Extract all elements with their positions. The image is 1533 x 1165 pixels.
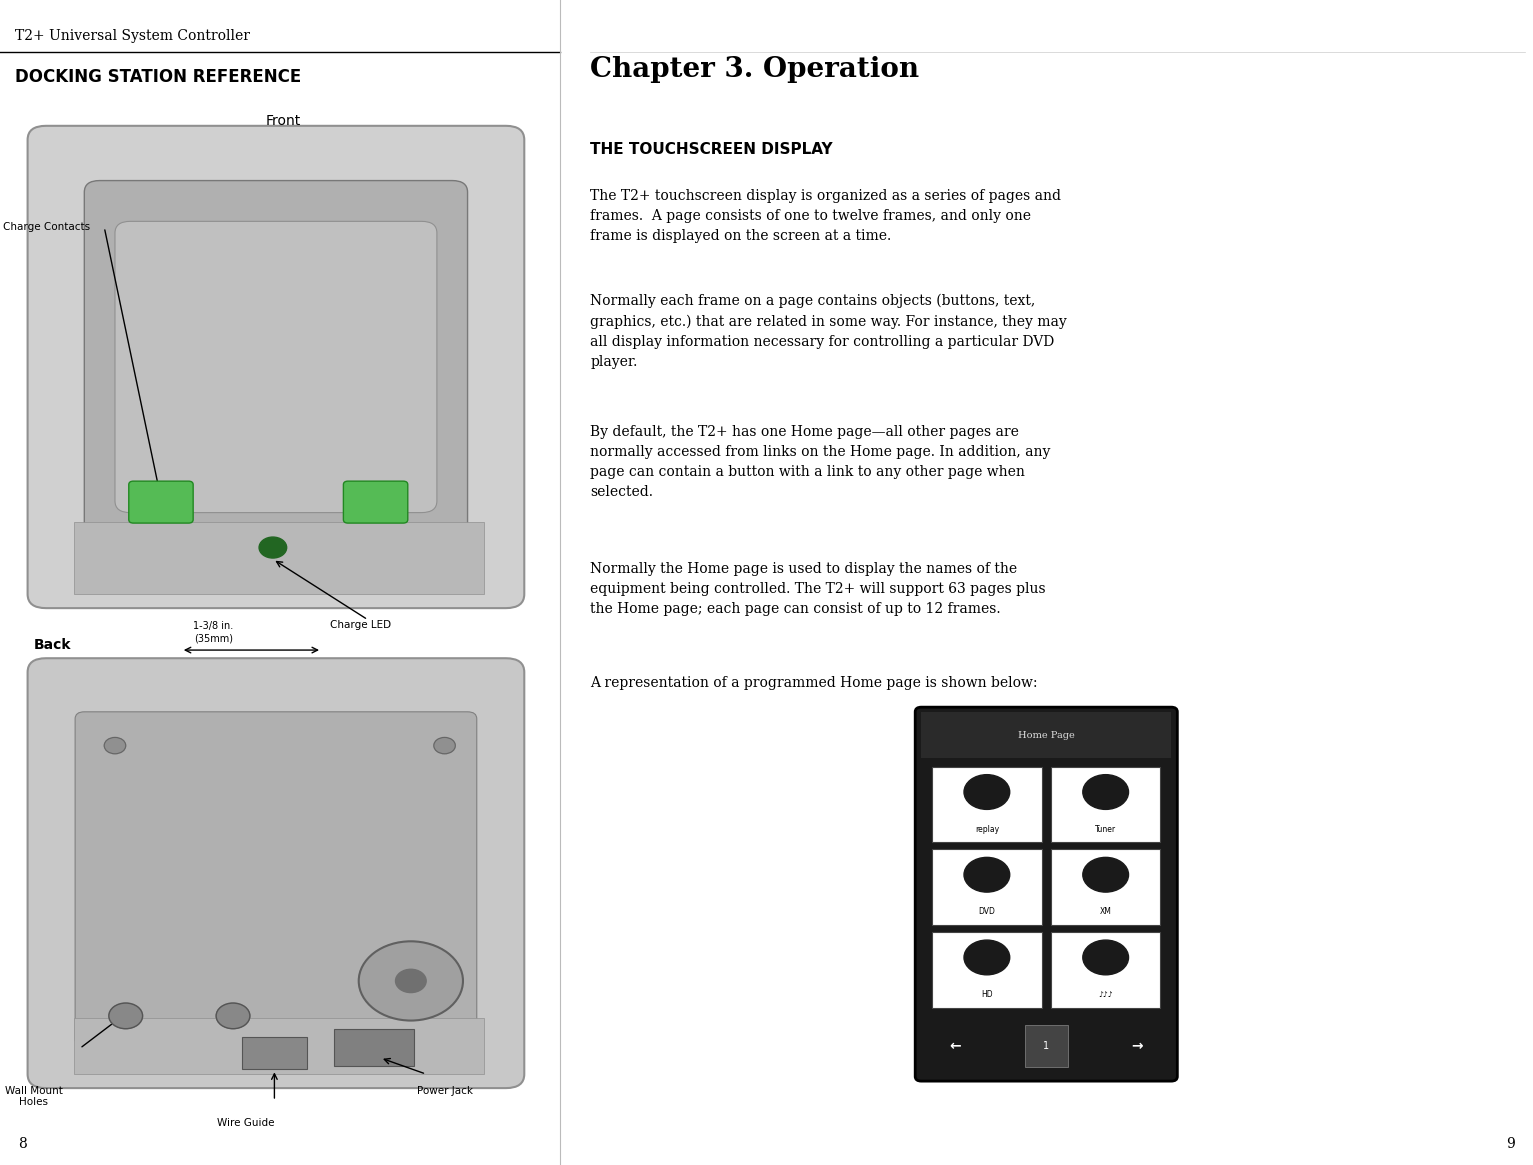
Text: Charge Contacts: Charge Contacts (3, 223, 90, 232)
Circle shape (259, 537, 287, 558)
Circle shape (964, 940, 1010, 975)
Circle shape (964, 775, 1010, 810)
Text: Tuner: Tuner (1095, 825, 1116, 834)
FancyBboxPatch shape (84, 181, 468, 548)
Text: →: → (1131, 1039, 1144, 1053)
FancyBboxPatch shape (28, 658, 524, 1088)
Bar (1050, 932, 1160, 1008)
Bar (932, 932, 1041, 1008)
Text: Normally the Home page is used to display the names of the
equipment being contr: Normally the Home page is used to displa… (590, 562, 1046, 615)
Text: ♪♪♪: ♪♪♪ (1098, 990, 1113, 1000)
Bar (1024, 1025, 1067, 1067)
Text: Power Jack: Power Jack (417, 1086, 472, 1096)
Bar (242, 1037, 307, 1069)
Text: DVD: DVD (978, 908, 995, 917)
Text: 1-3/8 in.
(35mm): 1-3/8 in. (35mm) (193, 621, 233, 643)
Text: 1: 1 (1044, 1042, 1049, 1051)
Text: 8: 8 (18, 1137, 28, 1151)
Text: replay: replay (975, 825, 1000, 834)
Text: 9: 9 (1505, 1137, 1515, 1151)
FancyBboxPatch shape (343, 481, 408, 523)
FancyBboxPatch shape (915, 707, 1177, 1081)
Text: The T2+ touchscreen display is organized as a series of pages and
frames.  A pag: The T2+ touchscreen display is organized… (590, 189, 1061, 242)
Text: Home Page: Home Page (1018, 730, 1075, 740)
Text: Charge LED: Charge LED (330, 620, 391, 630)
Text: ←: ← (949, 1039, 961, 1053)
Text: Front: Front (267, 114, 300, 128)
Text: Wire Guide: Wire Guide (216, 1118, 274, 1129)
Text: DOCKING STATION REFERENCE: DOCKING STATION REFERENCE (15, 68, 302, 85)
Bar (74, 1018, 484, 1074)
Bar (921, 1016, 1171, 1076)
Text: T2+ Universal System Controller: T2+ Universal System Controller (15, 29, 250, 43)
Circle shape (216, 1003, 250, 1029)
Bar (1050, 767, 1160, 842)
Text: By default, the T2+ has one Home page—all other pages are
normally accessed from: By default, the T2+ has one Home page—al… (590, 425, 1050, 500)
Circle shape (1082, 940, 1128, 975)
Text: Wall Mount
Holes: Wall Mount Holes (5, 1086, 63, 1108)
Text: Back: Back (34, 638, 71, 652)
Text: Normally each frame on a page contains objects (buttons, text,
graphics, etc.) t: Normally each frame on a page contains o… (590, 294, 1067, 369)
Circle shape (1082, 857, 1128, 892)
Circle shape (104, 737, 126, 754)
FancyBboxPatch shape (129, 481, 193, 523)
Bar (334, 1029, 414, 1066)
Text: Chapter 3. Operation: Chapter 3. Operation (590, 56, 920, 83)
Bar (1050, 849, 1160, 925)
Bar (921, 712, 1171, 758)
Circle shape (964, 857, 1010, 892)
FancyBboxPatch shape (115, 221, 437, 513)
Circle shape (1082, 775, 1128, 810)
Text: XM: XM (1099, 908, 1111, 917)
Circle shape (359, 941, 463, 1021)
FancyBboxPatch shape (75, 712, 477, 1046)
Bar (74, 522, 484, 594)
Text: A representation of a programmed Home page is shown below:: A representation of a programmed Home pa… (590, 676, 1038, 690)
Circle shape (434, 737, 455, 754)
Bar (932, 767, 1041, 842)
Circle shape (109, 1003, 143, 1029)
Bar (932, 849, 1041, 925)
Text: THE TOUCHSCREEN DISPLAY: THE TOUCHSCREEN DISPLAY (590, 142, 832, 157)
FancyBboxPatch shape (28, 126, 524, 608)
Text: HD: HD (981, 990, 993, 1000)
Circle shape (396, 969, 426, 993)
